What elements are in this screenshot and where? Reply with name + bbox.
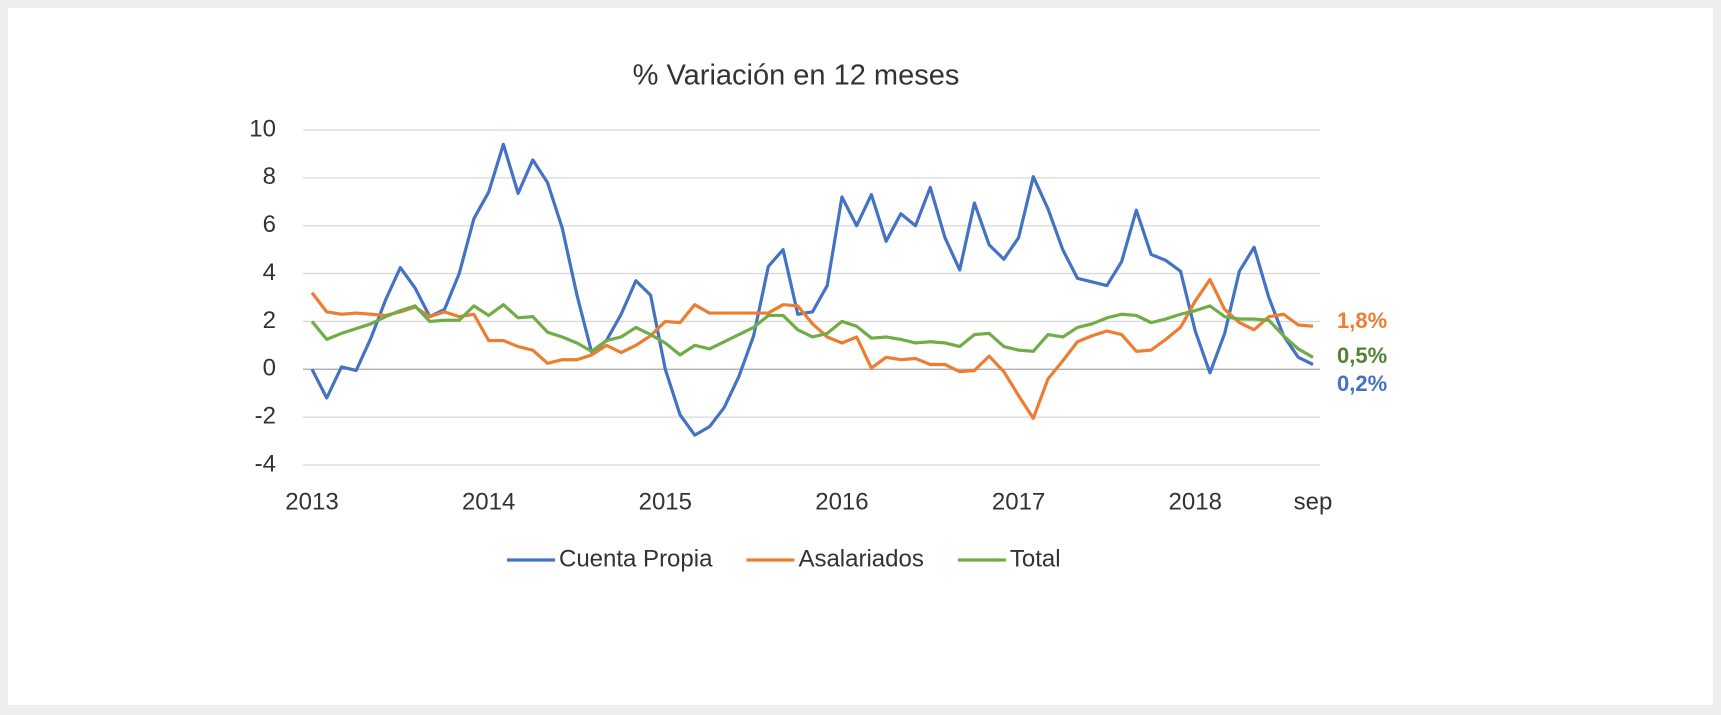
y-tick-label: 8 <box>263 163 276 190</box>
legend-label: Asalariados <box>798 545 923 572</box>
line-series <box>310 277 1314 420</box>
y-tick-label: -4 <box>255 450 276 477</box>
x-tick-label: 2016 <box>815 488 868 515</box>
x-tick-label: 2015 <box>639 488 692 515</box>
end-label: 1,8% <box>1337 308 1387 333</box>
y-tick-label: 0 <box>263 355 276 382</box>
legend-label: Total <box>1010 545 1061 572</box>
y-tick-label: 10 <box>249 115 276 142</box>
x-tick-label: 2013 <box>285 488 338 515</box>
x-tick-label: 2014 <box>462 488 515 515</box>
y-tick-label: -2 <box>255 402 276 429</box>
chart-background <box>8 8 1713 705</box>
end-label: 0,5% <box>1337 343 1387 368</box>
line-series <box>310 142 1314 437</box>
x-tick-label: 2018 <box>1169 488 1222 515</box>
end-label: 0,2% <box>1337 371 1387 396</box>
y-tick-label: 2 <box>263 307 276 334</box>
y-tick-label: 4 <box>263 259 276 286</box>
y-tick-label: 6 <box>263 211 276 238</box>
legend-label: Cuenta Propia <box>559 545 713 572</box>
x-tick-label: 2017 <box>992 488 1045 515</box>
x-tick-label: sep <box>1294 488 1333 515</box>
chart-title: % Variación en 12 meses <box>633 60 960 92</box>
line-series <box>310 303 1314 359</box>
